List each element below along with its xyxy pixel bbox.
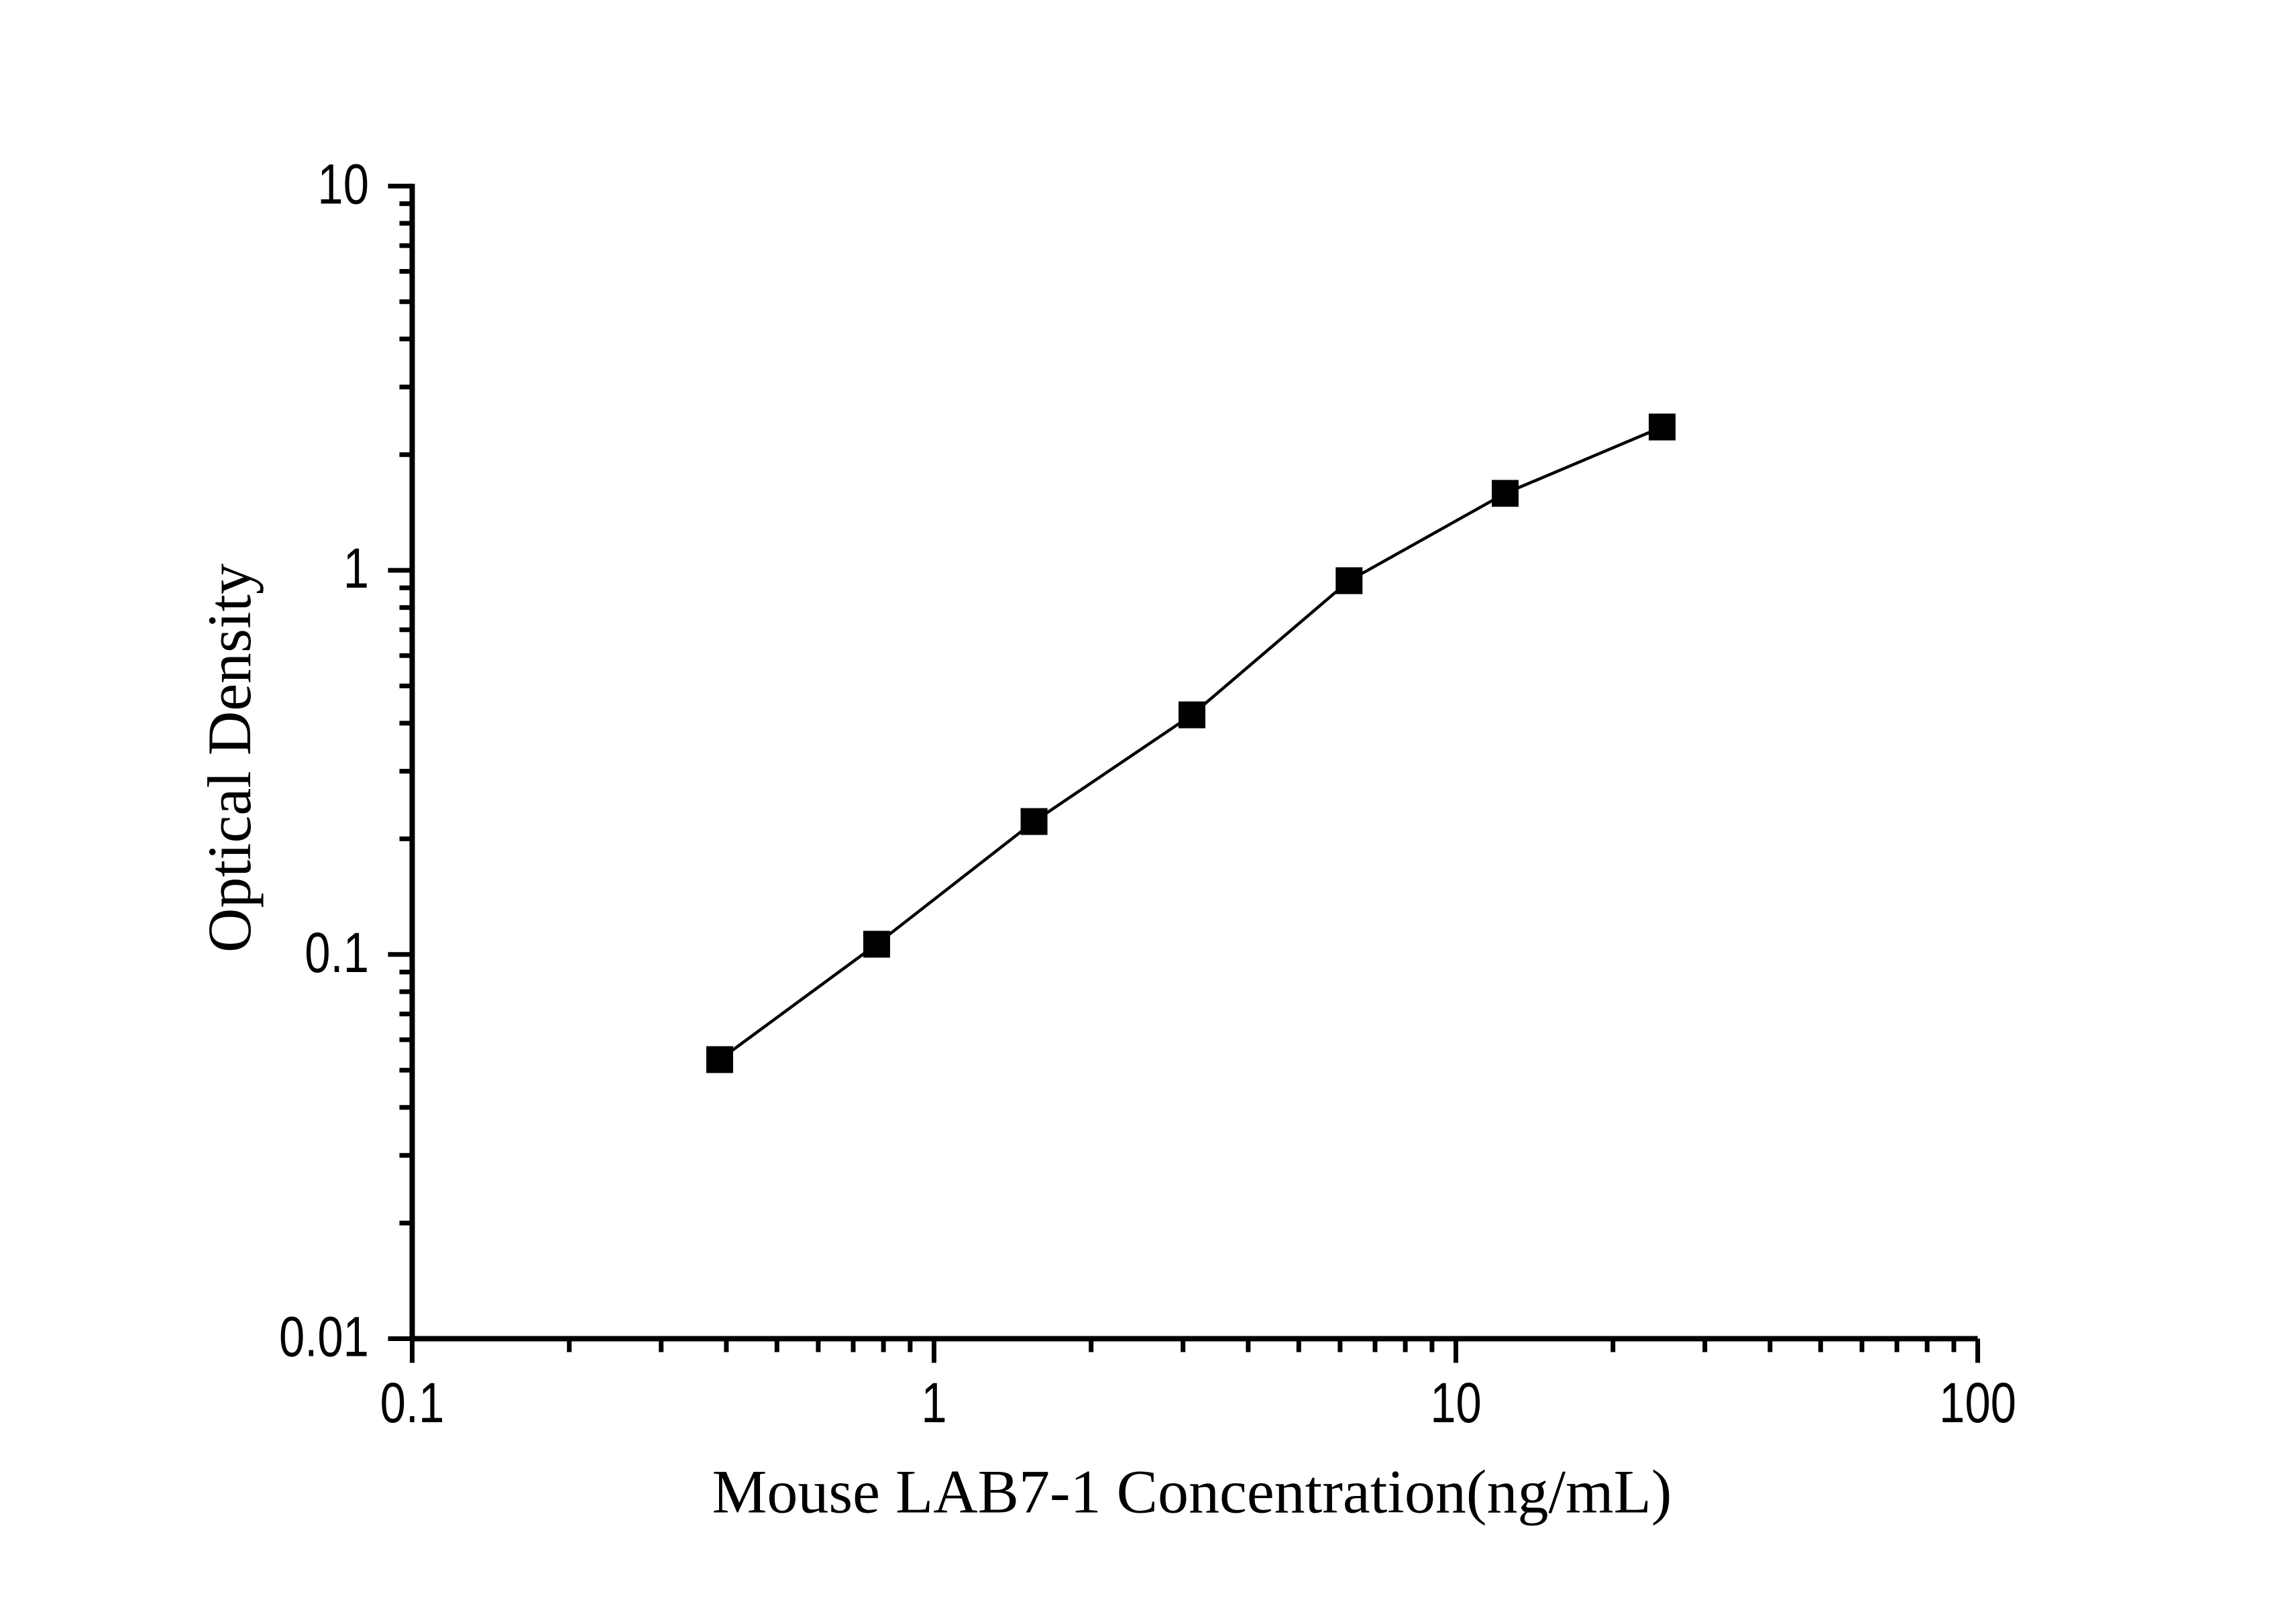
svg-text:Mouse LAB7-1 Concentration(ng/: Mouse LAB7-1 Concentration(ng/mL) — [712, 1457, 1672, 1526]
svg-text:1: 1 — [921, 1372, 946, 1435]
svg-text:0.1: 0.1 — [380, 1372, 445, 1435]
svg-text:0.1: 0.1 — [305, 921, 369, 984]
svg-text:1: 1 — [343, 537, 369, 600]
svg-text:0.01: 0.01 — [279, 1305, 369, 1369]
svg-text:10: 10 — [1430, 1372, 1482, 1435]
svg-text:10: 10 — [317, 153, 369, 216]
svg-text:Optical Density: Optical Density — [195, 564, 264, 953]
svg-text:100: 100 — [1939, 1372, 2016, 1435]
